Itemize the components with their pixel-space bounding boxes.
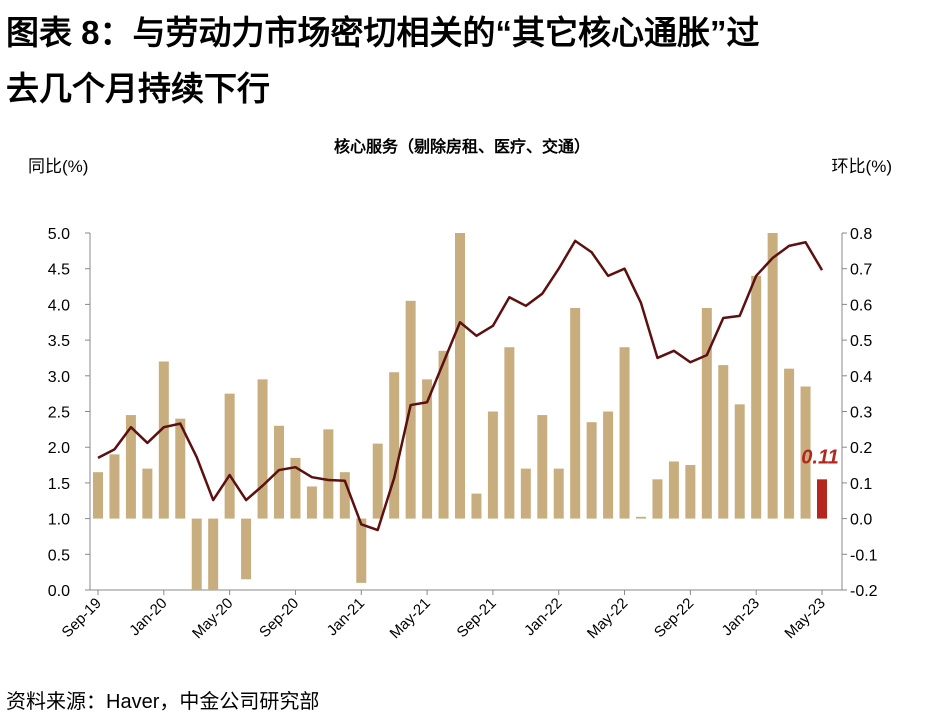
x-tick-label: Sep-22 <box>651 595 697 641</box>
y-tick-label: 3.5 <box>48 333 70 350</box>
bar <box>603 411 614 519</box>
y2-tick-label: 0.2 <box>850 440 872 457</box>
bar <box>619 347 630 519</box>
y-tick-label: 2.5 <box>48 405 70 422</box>
bar <box>817 479 827 519</box>
bar <box>274 425 284 519</box>
bar <box>241 518 252 580</box>
y2-axis-label: 环比(%) <box>832 157 892 176</box>
y2-tick-label: -0.1 <box>850 547 878 564</box>
bar <box>504 347 515 519</box>
bar <box>389 372 400 519</box>
bar <box>553 468 564 519</box>
bar <box>685 465 696 519</box>
y2-tick-label: 0.4 <box>850 369 872 386</box>
bar <box>784 368 795 519</box>
bar <box>158 361 169 519</box>
y2-tick-label: -0.2 <box>850 583 878 600</box>
bar <box>109 454 120 519</box>
y-tick-label: 3.0 <box>48 369 70 386</box>
y-tick-label: 0.0 <box>48 583 70 600</box>
bar <box>636 516 646 519</box>
bar <box>142 468 153 519</box>
bar <box>520 468 531 519</box>
chart-subtitle: 核心服务（剔除房租、医疗、交通） <box>334 137 590 156</box>
y2-tick-label: 0.7 <box>850 262 872 279</box>
bar <box>191 518 202 590</box>
bar <box>224 393 235 519</box>
data-label: 0.11 <box>801 446 838 468</box>
chart-title: 图表 8：与劳动力市场密切相关的“其它核心通胀”过 <box>6 14 760 51</box>
x-tick-label: Jan-22 <box>521 595 565 639</box>
x-tick-label: Jan-21 <box>324 595 368 639</box>
y2-tick-label: 0.8 <box>850 226 872 243</box>
y-tick-label: 5.0 <box>48 226 70 243</box>
bar <box>718 365 729 519</box>
y-tick-label: 1.5 <box>48 476 70 493</box>
bar <box>323 429 334 519</box>
y2-tick-label: 0.5 <box>850 333 872 350</box>
x-tick-label: Jan-20 <box>126 595 170 639</box>
y-tick-label: 4.0 <box>48 297 70 314</box>
bar <box>800 386 811 519</box>
x-tick-label: May-22 <box>584 595 631 642</box>
bar <box>290 457 301 519</box>
bar <box>422 379 433 519</box>
bar <box>306 486 317 519</box>
bar <box>537 415 548 519</box>
bar <box>487 411 498 519</box>
y-tick-label: 2.0 <box>48 440 70 457</box>
x-tick-label: May-20 <box>189 595 236 642</box>
y-tick-label: 1.0 <box>48 512 70 529</box>
bar <box>471 493 482 519</box>
bar <box>652 479 663 519</box>
bar <box>356 518 367 583</box>
y2-tick-label: 0.0 <box>850 512 872 529</box>
bar <box>701 307 712 519</box>
y2-tick-label: 0.6 <box>850 297 872 314</box>
bar <box>175 418 186 519</box>
y2-tick-label: 0.1 <box>850 476 872 493</box>
x-tick-label: Jan-23 <box>719 595 763 639</box>
x-tick-label: May-21 <box>387 595 434 642</box>
bar <box>257 379 268 519</box>
bar <box>208 518 219 590</box>
x-tick-label: Sep-21 <box>454 595 500 641</box>
y-tick-label: 0.5 <box>48 547 70 564</box>
bar <box>668 461 679 519</box>
y-tick-label: 4.5 <box>48 262 70 279</box>
bar <box>339 472 350 519</box>
bar <box>438 350 449 519</box>
y2-tick-label: 0.3 <box>850 405 872 422</box>
y-axis-label: 同比(%) <box>28 157 88 176</box>
bar <box>125 415 136 519</box>
source-note: 资料来源：Haver，中金公司研究部 <box>6 690 319 713</box>
chart-title: 去几个月持续下行 <box>6 70 270 107</box>
bar <box>455 233 465 519</box>
x-tick-label: Sep-19 <box>59 595 105 641</box>
bar <box>586 422 597 519</box>
bar <box>767 233 778 519</box>
bar <box>93 472 103 519</box>
bar <box>372 443 383 519</box>
bar <box>734 404 745 519</box>
bar <box>751 275 762 519</box>
x-tick-label: May-23 <box>781 595 828 642</box>
bar <box>570 307 581 519</box>
line-series <box>97 239 824 532</box>
x-tick-label: Sep-20 <box>256 595 302 641</box>
